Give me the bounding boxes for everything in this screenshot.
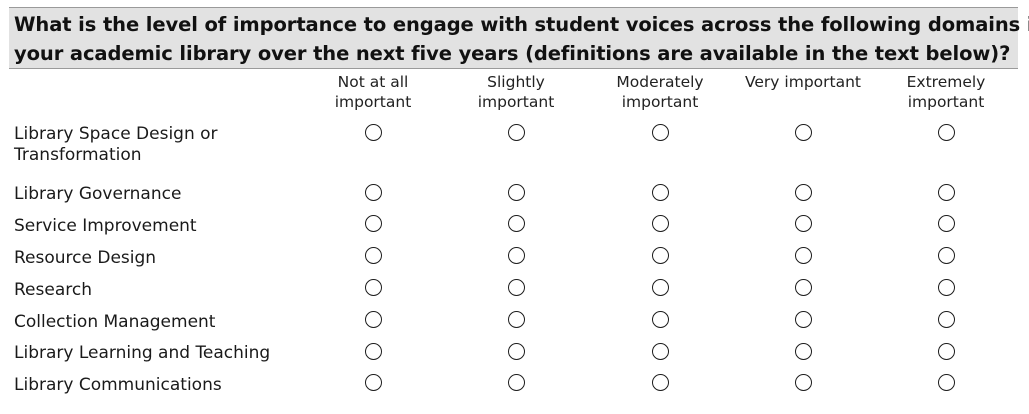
radio-button[interactable] — [651, 279, 669, 296]
radio-button[interactable] — [937, 247, 955, 264]
radio-button[interactable] — [507, 215, 525, 232]
radio-button[interactable] — [937, 124, 955, 141]
row-label: Service Improvement — [14, 216, 197, 237]
radio-button[interactable] — [794, 279, 812, 296]
radio-button[interactable] — [794, 184, 812, 201]
radio-button[interactable] — [937, 279, 955, 296]
column-header-line-1: Not at all — [337, 73, 409, 91]
row-label: Collection Management — [14, 312, 215, 333]
radio-button[interactable] — [364, 374, 382, 391]
radio-button[interactable] — [651, 311, 669, 328]
radio-button[interactable] — [937, 215, 955, 232]
radio-button[interactable] — [364, 184, 382, 201]
row-label-line-1: Service Improvement — [14, 216, 197, 236]
radio-button[interactable] — [507, 374, 525, 391]
radio-button[interactable] — [507, 247, 525, 264]
radio-button[interactable] — [794, 124, 812, 141]
radio-button[interactable] — [794, 343, 812, 360]
radio-button[interactable] — [651, 374, 669, 391]
radio-button[interactable] — [794, 215, 812, 232]
column-header: Extremely important — [876, 72, 1016, 112]
column-header-line-1: Very important — [745, 73, 861, 91]
radio-button[interactable] — [364, 343, 382, 360]
radio-button[interactable] — [364, 247, 382, 264]
question-text-line-2: your academic library over the next five… — [14, 42, 1011, 65]
radio-button[interactable] — [364, 124, 382, 141]
question-text-line-1: What is the level of importance to engag… — [14, 13, 1029, 36]
radio-button[interactable] — [507, 343, 525, 360]
row-label-line-1: Library Governance — [14, 184, 182, 204]
row-label: Library Communications — [14, 375, 222, 396]
radio-button[interactable] — [937, 374, 955, 391]
radio-button[interactable] — [364, 215, 382, 232]
radio-button[interactable] — [794, 374, 812, 391]
radio-button[interactable] — [937, 343, 955, 360]
radio-button[interactable] — [651, 343, 669, 360]
row-label: Library Space Design or Transformation — [14, 124, 218, 166]
row-label: Library Learning and Teaching — [14, 343, 270, 364]
radio-button[interactable] — [651, 247, 669, 264]
radio-button[interactable] — [507, 124, 525, 141]
column-header-line-2: important — [907, 93, 985, 111]
row-label-line-1: Library Communications — [14, 375, 222, 395]
radio-button[interactable] — [507, 311, 525, 328]
row-label: Resource Design — [14, 248, 156, 269]
radio-button[interactable] — [937, 184, 955, 201]
column-header: Moderately important — [590, 72, 730, 112]
row-label-line-1: Library Space Design or — [14, 124, 218, 144]
question-header: What is the level of importance to engag… — [9, 7, 1029, 68]
row-label: Library Governance — [14, 184, 181, 205]
column-header-line-2: important — [334, 93, 412, 111]
column-header-line-1: Extremely — [906, 73, 986, 91]
column-header-line-1: Moderately — [616, 73, 704, 91]
radio-button[interactable] — [364, 311, 382, 328]
radio-button[interactable] — [507, 184, 525, 201]
radio-button[interactable] — [794, 311, 812, 328]
radio-button[interactable] — [507, 279, 525, 296]
column-header: Slightly important — [446, 72, 586, 112]
row-label: Research — [14, 280, 92, 301]
row-label-line-1: Resource Design — [14, 248, 157, 268]
header-divider — [9, 68, 1018, 69]
column-header-line-1: Slightly — [487, 73, 545, 91]
row-label-line-1: Research — [14, 280, 92, 300]
radio-button[interactable] — [937, 311, 955, 328]
radio-button[interactable] — [651, 215, 669, 232]
column-header-line-2: important — [621, 93, 699, 111]
row-label-line-2: Transformation — [14, 145, 142, 165]
column-header: Not at all important — [303, 72, 443, 112]
column-header: Very important — [733, 72, 873, 92]
radio-button[interactable] — [651, 184, 669, 201]
radio-button[interactable] — [651, 124, 669, 141]
radio-button[interactable] — [794, 247, 812, 264]
row-label-line-1: Collection Management — [14, 312, 216, 332]
column-header-line-2: important — [477, 93, 555, 111]
row-label-line-1: Library Learning and Teaching — [14, 343, 271, 363]
radio-button[interactable] — [364, 279, 382, 296]
